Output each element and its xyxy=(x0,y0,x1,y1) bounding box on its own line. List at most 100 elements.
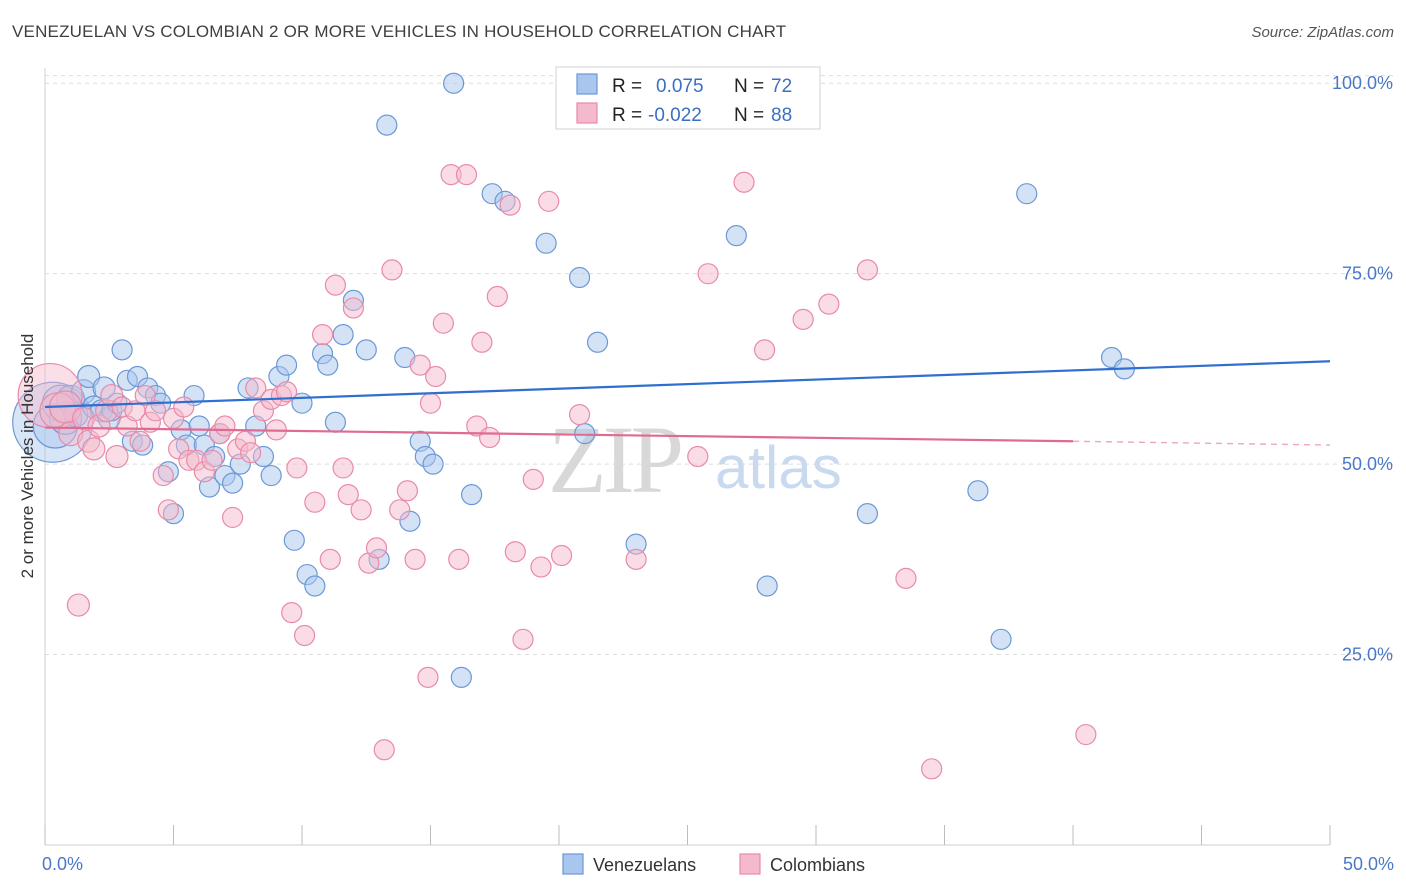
point-colombian xyxy=(417,666,439,689)
point-colombian xyxy=(381,259,403,281)
legend: R = 0.075 N = 72 R = -0.022 N = 88 xyxy=(555,66,821,130)
data-points xyxy=(12,72,1136,780)
point-venezuelan xyxy=(568,266,591,289)
point-colombian xyxy=(173,396,195,418)
point-colombian xyxy=(144,400,167,422)
point-colombian xyxy=(625,548,647,570)
point-venezuelan xyxy=(188,415,210,437)
legend-r-label-2: R = xyxy=(612,105,642,126)
point-colombian xyxy=(129,430,151,452)
watermark: ZIP atlas xyxy=(548,406,842,513)
trend-line-colombians-extension xyxy=(1072,440,1331,446)
point-colombian xyxy=(733,171,755,193)
bottom-legend-label-venezuelans: Venezuelans xyxy=(593,855,696,875)
point-venezuelan xyxy=(275,354,298,376)
bottom-legend-label-colombians: Colombians xyxy=(770,855,865,875)
point-colombian xyxy=(332,457,354,479)
legend-n-value-1: 72 xyxy=(771,76,792,97)
point-venezuelan xyxy=(304,575,326,597)
point-colombian xyxy=(293,624,316,647)
x-tick-label-max: 50.0% xyxy=(1343,854,1394,874)
trend-line-venezuelans xyxy=(44,360,1331,409)
point-colombian xyxy=(157,499,179,521)
watermark-atlas: atlas xyxy=(715,434,842,501)
point-venezuelan xyxy=(422,453,444,475)
legend-r-label-1: R = xyxy=(612,76,642,97)
point-colombian xyxy=(432,312,454,334)
point-venezuelan xyxy=(461,483,483,506)
point-colombian xyxy=(245,377,267,399)
legend-n-label-1: N = xyxy=(734,76,764,97)
bottom-legend-swatch-colombians xyxy=(739,853,761,875)
point-venezuelan xyxy=(586,331,609,353)
point-colombian xyxy=(324,274,347,296)
point-venezuelan xyxy=(856,503,879,525)
point-colombian xyxy=(530,556,552,578)
point-venezuelan xyxy=(111,339,133,361)
y-tick-labels: 25.0% 50.0% 75.0% 100.0% xyxy=(1332,73,1393,664)
point-colombian xyxy=(350,499,372,521)
point-colombian xyxy=(448,548,470,570)
legend-r-value-1: 0.075 xyxy=(656,76,704,97)
point-colombian xyxy=(342,297,364,319)
point-colombian xyxy=(550,544,573,567)
point-venezuelan xyxy=(260,464,282,487)
point-colombian xyxy=(222,506,244,529)
point-colombian xyxy=(522,468,544,490)
point-venezuelan xyxy=(450,666,472,689)
chart-title: VENEZUELAN VS COLOMBIAN 2 OR MORE VEHICL… xyxy=(12,22,787,41)
point-colombian xyxy=(396,480,418,502)
point-colombian xyxy=(486,285,508,308)
legend-r-value-2: -0.022 xyxy=(648,105,702,126)
bottom-legend-swatch-venezuelans xyxy=(562,853,584,875)
point-colombian xyxy=(538,190,560,212)
point-colombian xyxy=(286,457,308,479)
point-colombian xyxy=(365,537,388,559)
point-colombian xyxy=(856,259,879,281)
point-venezuelan xyxy=(725,224,747,247)
point-colombian xyxy=(512,628,534,650)
point-colombian xyxy=(389,499,411,521)
legend-swatch-colombians xyxy=(576,102,598,124)
point-venezuelan xyxy=(332,324,354,346)
legend-box xyxy=(555,66,821,130)
axes xyxy=(44,68,1331,846)
point-colombian xyxy=(319,548,341,570)
point-colombian xyxy=(373,739,395,761)
point-colombian xyxy=(404,548,426,570)
y-tick-label-1: 50.0% xyxy=(1342,454,1393,474)
point-colombian xyxy=(921,758,943,780)
watermark-zip: ZIP xyxy=(548,406,681,513)
point-colombian xyxy=(304,491,326,513)
trend-lines xyxy=(44,360,1331,446)
legend-n-label-2: N = xyxy=(734,105,764,126)
point-venezuelan xyxy=(376,114,398,136)
point-colombian xyxy=(66,593,91,617)
point-colombian xyxy=(409,354,431,376)
point-venezuelan xyxy=(317,354,339,376)
point-colombian xyxy=(311,324,334,346)
point-colombian xyxy=(419,392,442,414)
y-tick-label-3: 100.0% xyxy=(1332,73,1393,93)
point-colombian xyxy=(275,381,298,403)
point-colombian xyxy=(105,444,129,469)
point-colombian xyxy=(479,426,501,449)
point-colombian xyxy=(792,308,814,330)
point-venezuelan xyxy=(443,72,465,94)
point-colombian xyxy=(281,602,303,624)
legend-swatch-venezuelans xyxy=(576,73,598,95)
trend-line-colombians xyxy=(44,426,1074,443)
point-venezuelan xyxy=(324,411,347,433)
point-colombian xyxy=(337,483,359,506)
point-colombian xyxy=(818,293,840,315)
point-colombian xyxy=(152,464,174,487)
point-venezuelan xyxy=(535,232,557,254)
point-colombian xyxy=(425,365,447,388)
point-colombian xyxy=(82,437,106,461)
point-venezuelan xyxy=(222,472,244,494)
point-colombian xyxy=(697,263,719,285)
point-venezuelan xyxy=(967,480,989,502)
point-colombian xyxy=(214,415,236,437)
chart-source: Source: ZipAtlas.com xyxy=(1251,24,1394,41)
